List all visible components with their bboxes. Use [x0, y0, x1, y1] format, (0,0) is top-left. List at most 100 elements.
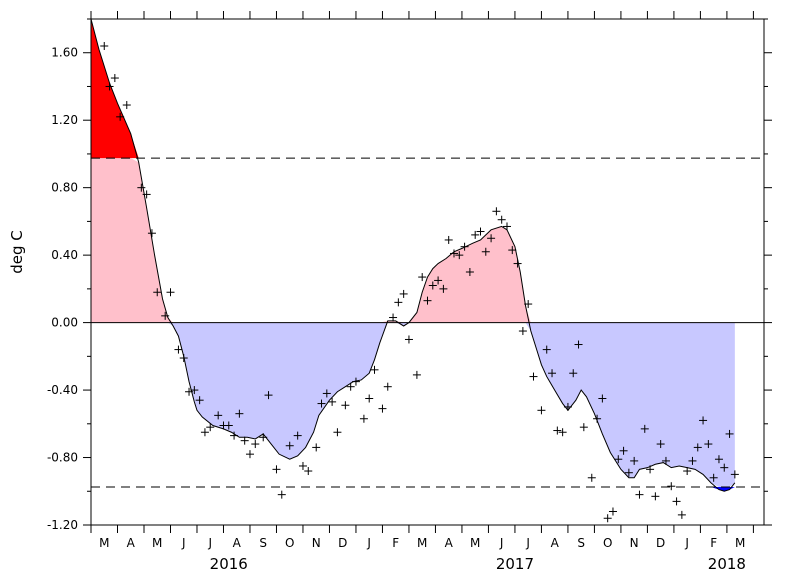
x-month-label: D — [338, 536, 347, 550]
data-point — [179, 354, 188, 363]
x-month-label: J — [525, 536, 530, 550]
data-point — [587, 473, 596, 482]
data-point — [439, 284, 448, 293]
data-point — [481, 247, 490, 256]
data-point — [502, 222, 511, 231]
data-point — [418, 273, 427, 282]
x-month-label: A — [233, 536, 242, 550]
data-point — [651, 492, 660, 501]
data-point — [264, 391, 273, 400]
data-point — [449, 249, 458, 258]
x-month-label: M — [152, 536, 162, 550]
data-point — [370, 365, 379, 374]
data-point — [312, 443, 321, 452]
data-point — [661, 456, 670, 465]
data-point — [688, 456, 697, 465]
data-point — [537, 406, 546, 415]
data-point — [630, 456, 639, 465]
data-point — [646, 465, 655, 474]
data-point — [259, 433, 268, 442]
data-point — [714, 455, 723, 464]
data-point — [235, 409, 244, 418]
data-point — [524, 300, 533, 309]
data-point — [487, 234, 496, 243]
data-point — [635, 490, 644, 499]
data-point — [333, 428, 342, 437]
axis-labels: 1.60 1.20 0.80 0.40 0.00 -0.40 -0.80 -1.20 M A M J J… — [8, 46, 746, 573]
data-point — [699, 416, 708, 425]
y-tick-label: 0.40 — [51, 248, 78, 262]
data-point — [285, 441, 294, 450]
data-point — [640, 424, 649, 433]
data-point — [471, 230, 480, 239]
data-point — [465, 268, 474, 276]
data-point — [317, 399, 326, 408]
data-point — [322, 389, 331, 398]
y-tick-label: 1.60 — [51, 46, 78, 60]
data-point — [476, 227, 485, 236]
data-point — [593, 414, 602, 423]
data-point — [574, 340, 583, 349]
data-point — [399, 289, 408, 298]
data-point — [444, 235, 453, 244]
data-point — [100, 41, 109, 50]
smoothed-series — [90, 18, 736, 492]
data-point — [166, 288, 175, 297]
data-point — [195, 396, 204, 405]
data-point — [730, 470, 739, 479]
y-tick-label: 0.80 — [51, 181, 78, 195]
x-month-label: J — [499, 536, 504, 550]
monthly-points — [100, 41, 739, 523]
data-point — [359, 414, 368, 423]
x-month-label: A — [445, 536, 454, 550]
y-tick-label: 1.20 — [51, 113, 78, 127]
x-month-label: N — [630, 536, 639, 550]
data-point — [190, 386, 199, 395]
x-month-label: J — [181, 536, 186, 550]
y-tick-label: 0.00 — [51, 316, 78, 330]
data-point — [492, 207, 501, 216]
x-month-label: J — [684, 536, 689, 550]
strong-positive-fill — [91, 19, 735, 159]
data-point — [116, 112, 125, 121]
x-month-label: O — [285, 536, 294, 550]
y-tick-label: -0.40 — [47, 383, 78, 397]
data-point — [122, 101, 131, 110]
data-point — [569, 369, 578, 378]
x-month-label: M — [417, 536, 427, 550]
data-point — [383, 382, 392, 391]
data-point — [548, 369, 557, 378]
data-point — [656, 440, 665, 449]
data-point — [508, 246, 517, 255]
data-point — [513, 259, 522, 268]
data-point — [378, 404, 387, 413]
data-point — [272, 465, 281, 474]
x-year-label: 2017 — [496, 555, 534, 573]
x-month-label: A — [551, 536, 560, 550]
data-point — [434, 276, 443, 285]
data-point — [142, 190, 151, 199]
data-point — [603, 514, 612, 523]
data-point — [672, 497, 681, 506]
data-point — [110, 74, 119, 83]
data-point — [579, 423, 588, 432]
data-point — [240, 436, 249, 445]
data-point — [614, 455, 623, 464]
data-point — [389, 313, 398, 322]
data-point — [365, 394, 374, 403]
negative-fill — [91, 322, 735, 488]
data-point — [598, 394, 607, 403]
data-point — [677, 510, 686, 519]
data-point — [351, 377, 360, 386]
data-point — [346, 382, 355, 391]
x-month-label: D — [656, 536, 665, 550]
x-month-label: J — [366, 536, 371, 550]
data-point — [558, 428, 567, 437]
data-point — [304, 467, 313, 476]
x-year-label: 2018 — [708, 555, 746, 573]
data-point — [147, 229, 156, 238]
x-month-label: S — [259, 536, 267, 550]
data-point — [683, 467, 692, 476]
